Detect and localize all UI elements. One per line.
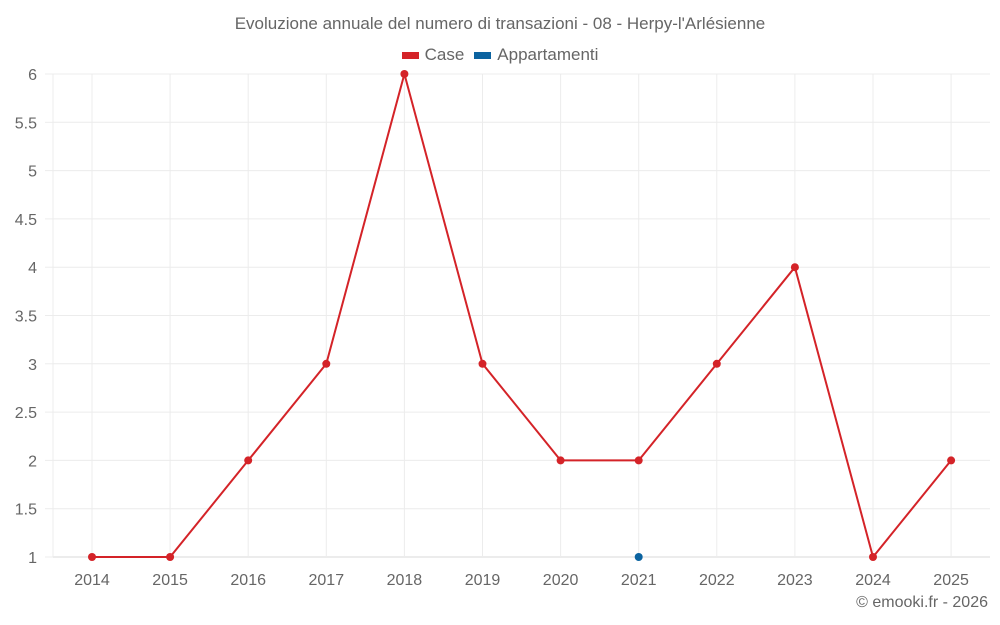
y-tick-label: 4.5 bbox=[15, 212, 37, 229]
legend-swatch-appartamenti bbox=[474, 51, 492, 59]
legend-item-case[interactable]: Case bbox=[401, 45, 465, 65]
legend-label-appartamenti: Appartamenti bbox=[497, 45, 599, 64]
legend: Case Appartamenti bbox=[0, 45, 1000, 65]
y-tick-label: 2 bbox=[28, 453, 37, 470]
data-point bbox=[869, 553, 877, 561]
y-tick-label: 6 bbox=[28, 67, 37, 84]
x-tick-label: 2014 bbox=[74, 572, 110, 589]
y-tick-label: 5.5 bbox=[15, 115, 37, 132]
data-point bbox=[400, 70, 409, 78]
legend-item-appartamenti[interactable]: Appartamenti bbox=[474, 45, 598, 65]
legend-swatch-case bbox=[401, 51, 419, 59]
data-point bbox=[88, 553, 96, 561]
x-tick-label: 2024 bbox=[855, 572, 891, 589]
y-tick-label: 2.5 bbox=[15, 405, 37, 422]
credit-text: © emooki.fr - 2026 bbox=[856, 594, 988, 611]
data-point bbox=[244, 456, 253, 465]
y-tick-label: 3.5 bbox=[15, 309, 37, 326]
x-tick-label: 2017 bbox=[309, 572, 345, 589]
x-tick-label: 2018 bbox=[387, 572, 423, 589]
y-tick-label: 3 bbox=[28, 357, 37, 374]
legend-label-case: Case bbox=[424, 45, 465, 64]
data-point bbox=[166, 553, 175, 561]
data-point bbox=[478, 359, 487, 368]
y-tick-label: 1 bbox=[28, 550, 37, 567]
series-line-case bbox=[92, 70, 952, 560]
y-tick-label: 4 bbox=[28, 260, 37, 277]
x-tick-label: 2022 bbox=[699, 572, 735, 589]
data-point bbox=[634, 456, 643, 465]
x-tick-label: 2021 bbox=[621, 572, 657, 589]
data-point bbox=[712, 359, 721, 368]
data-point bbox=[634, 553, 643, 561]
x-tick-label: 2015 bbox=[152, 572, 188, 589]
data-point bbox=[947, 456, 956, 465]
chart-title: Evoluzione annuale del numero di transaz… bbox=[234, 14, 766, 33]
y-tick-label: 1.5 bbox=[15, 502, 37, 519]
y-tick-label: 5 bbox=[28, 164, 37, 181]
x-tick-label: 2019 bbox=[465, 572, 501, 589]
x-tick-label: 2020 bbox=[543, 572, 579, 589]
x-tick-label: 2025 bbox=[933, 572, 969, 589]
data-point bbox=[790, 263, 799, 272]
data-point bbox=[556, 456, 565, 465]
x-tick-label: 2016 bbox=[230, 572, 266, 589]
x-tick-label: 2023 bbox=[777, 572, 813, 589]
data-point bbox=[322, 359, 331, 368]
